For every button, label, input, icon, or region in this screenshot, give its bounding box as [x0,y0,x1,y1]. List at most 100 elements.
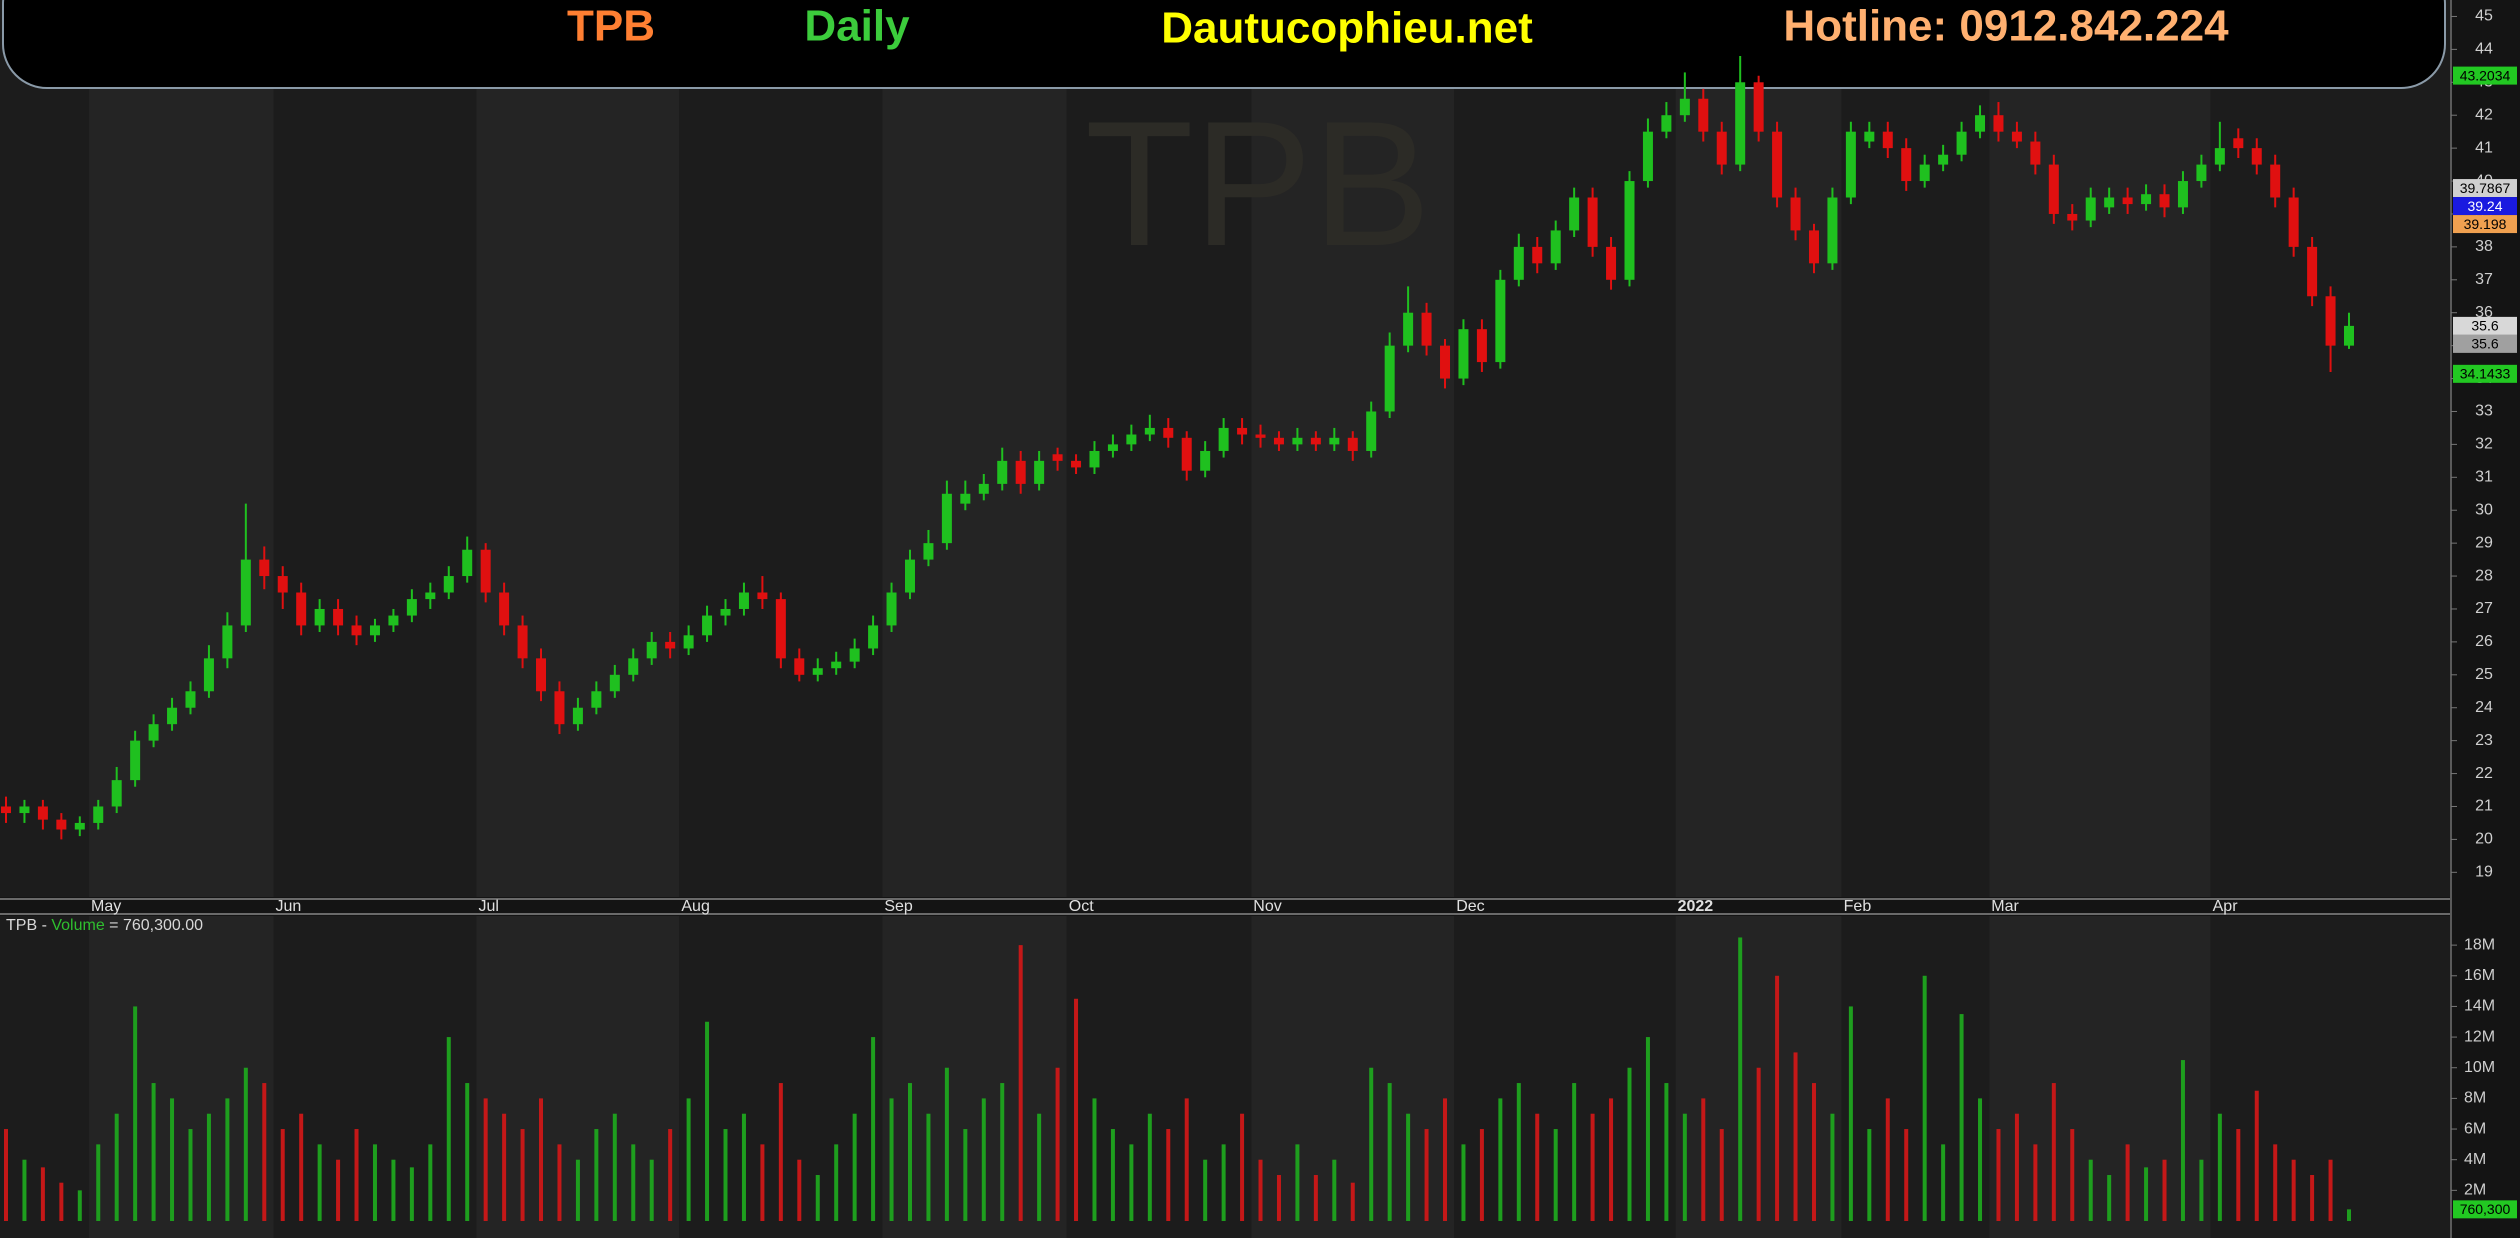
volume-bar [59,1182,64,1221]
volume-bar [1645,1037,1650,1221]
candle-body [536,658,547,692]
y-tick-label: 6M [2464,1120,2486,1137]
volume-bar [372,1144,377,1221]
legend-part: = 760,300.00 [105,917,203,934]
candle-body [757,592,768,600]
candle-body [1218,427,1229,451]
candle-body [2048,164,2059,214]
candle-body [425,592,436,600]
volume-bar [2236,1129,2241,1221]
volume-bar [2014,1113,2019,1221]
volume-bar [1221,1144,1226,1221]
volume-bar [1092,1098,1097,1221]
x-tick-label: 2022 [1678,898,1714,915]
candle-body [1200,450,1211,471]
month-band [89,916,274,1238]
volume-bar [797,1159,802,1221]
candle-body [259,559,270,577]
volume-bar [944,1067,949,1221]
month-band [1841,0,1990,897]
volume-bar [1350,1182,1355,1221]
x-tick-label: Sep [884,898,913,915]
candle-body [1347,437,1358,451]
candle-body [554,691,565,725]
price-tag [2453,316,2517,335]
candle-body [1735,82,1746,165]
price-tag-label: 34.1433 [2460,366,2511,382]
price-tag [2453,66,2517,85]
candle-body [997,460,1008,484]
volume-bar [1978,1098,1983,1221]
y-tick-label: 31 [2475,469,2493,486]
candle-body [1107,444,1118,451]
candle-body [1827,197,1838,264]
volume-bar [2328,1159,2333,1221]
y-tick-label: 44 [2475,41,2493,58]
volume-tag [2453,1200,2517,1219]
candle-body [369,625,380,636]
volume-bar [1922,975,1927,1221]
volume-bar [336,1159,341,1221]
volume-bar [815,1175,820,1221]
candle-body [1440,345,1451,379]
volume-bar [188,1129,193,1221]
candle-body [1255,434,1266,438]
hotline: Hotline: 0912.842.224 [1783,2,2229,51]
volume-bar [2310,1175,2315,1221]
header-band [2,0,2446,89]
month-band [0,0,90,897]
candle-body [1034,460,1045,484]
volume-bar [409,1167,414,1221]
volume-bar [1572,1083,1577,1221]
volume-bar [2180,1060,2185,1221]
candle-body [2344,325,2354,346]
month-band [679,0,883,897]
candle-body [775,599,786,659]
volume-bar [907,1083,912,1221]
volume-bar [981,1098,986,1221]
month-band [1841,916,1990,1238]
volume-bar [1609,1098,1614,1221]
volume-bar [1498,1098,1503,1221]
volume-bar [502,1113,507,1221]
candle-body [1642,131,1653,182]
month-band [1675,0,1842,897]
candle-body [130,740,141,781]
volume-bar [1516,1083,1521,1221]
candle-body [1366,411,1377,451]
volume-bar [243,1067,248,1221]
interval: Daily [804,2,910,51]
candle-body [2011,131,2022,142]
x-tick-label: Oct [1069,898,1094,915]
volume-bar [1332,1159,1337,1221]
volume-bar [1369,1067,1374,1221]
volume-bar [2070,1129,2075,1221]
candle-body [941,493,952,544]
y-tick-label: 25 [2475,666,2493,683]
y-tick-label: 10M [2464,1059,2495,1076]
volume-bar [262,1083,267,1221]
volume-bar [4,1129,8,1221]
volume-tag-label: 760,300 [2460,1201,2511,1217]
candle-body [1126,434,1137,445]
volume-bar [2162,1159,2167,1221]
candle-body [720,608,731,616]
volume-bar [1590,1113,1595,1221]
x-tick-label: Jul [478,898,498,915]
volume-bar [557,1144,562,1221]
volume-bar [280,1129,285,1221]
price-tag-label: 43.2034 [2460,67,2511,83]
candle-body [1403,312,1414,346]
y-tick-label: 14M [2464,998,2495,1015]
candle-body [1476,329,1487,363]
volume-bar [1719,1129,1724,1221]
month-band [1454,916,1676,1238]
x-tick-label: May [91,898,121,915]
volume-bar [1775,975,1780,1221]
candle-body [849,648,860,662]
volume-bar [575,1159,580,1221]
candle-body [2251,148,2262,165]
candle-body [2122,197,2133,205]
candle-body [702,615,713,636]
volume-bar [1313,1175,1318,1221]
